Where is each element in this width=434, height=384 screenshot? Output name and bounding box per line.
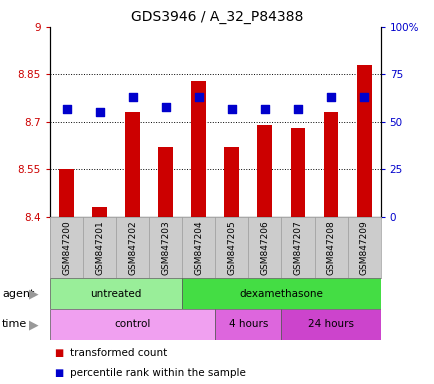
Bar (191, 81, 206, 217)
Text: agent: agent (2, 289, 34, 299)
Text: ▶: ▶ (29, 287, 38, 300)
Text: GSM847202: GSM847202 (128, 220, 137, 275)
Text: GSM847206: GSM847206 (260, 220, 269, 275)
Text: GSM847201: GSM847201 (95, 220, 104, 275)
Text: GDS3946 / A_32_P84388: GDS3946 / A_32_P84388 (131, 10, 303, 23)
Point (96, 109, 103, 116)
Point (327, 94, 334, 100)
Text: ▶: ▶ (29, 318, 38, 331)
Text: transformed count: transformed count (69, 348, 167, 358)
Point (63, 106, 70, 112)
Text: GSM847209: GSM847209 (359, 220, 368, 275)
Text: ■: ■ (54, 348, 63, 358)
Point (129, 94, 136, 100)
Text: GSM847203: GSM847203 (161, 220, 170, 275)
Text: control: control (114, 319, 151, 329)
Text: percentile rank within the sample: percentile rank within the sample (69, 368, 245, 378)
Bar (92, 207, 107, 217)
Text: 4 hours: 4 hours (228, 319, 267, 329)
Point (228, 106, 235, 112)
Text: GSM847208: GSM847208 (326, 220, 335, 275)
Bar (125, 113, 140, 217)
Text: GSM847204: GSM847204 (194, 220, 203, 275)
Text: dexamethasone: dexamethasone (239, 289, 322, 299)
Point (360, 94, 367, 100)
Point (162, 104, 169, 110)
Bar (158, 147, 173, 217)
Text: 24 hours: 24 hours (307, 319, 353, 329)
Text: GSM847207: GSM847207 (293, 220, 302, 275)
Bar (182, 278, 380, 309)
Bar (281, 309, 380, 340)
Bar (59, 169, 74, 217)
Text: GSM847200: GSM847200 (62, 220, 71, 275)
Text: GSM847205: GSM847205 (227, 220, 236, 275)
Bar (50, 278, 182, 309)
Text: time: time (2, 319, 27, 329)
Point (294, 106, 301, 112)
Bar (323, 113, 338, 217)
Bar (356, 65, 371, 217)
Text: ■: ■ (54, 368, 63, 378)
Bar (257, 125, 272, 217)
Bar (215, 309, 281, 340)
Point (261, 106, 268, 112)
Text: untreated: untreated (90, 289, 141, 299)
Bar (290, 128, 305, 217)
Bar (224, 147, 239, 217)
Bar (50, 309, 215, 340)
Point (195, 94, 202, 100)
